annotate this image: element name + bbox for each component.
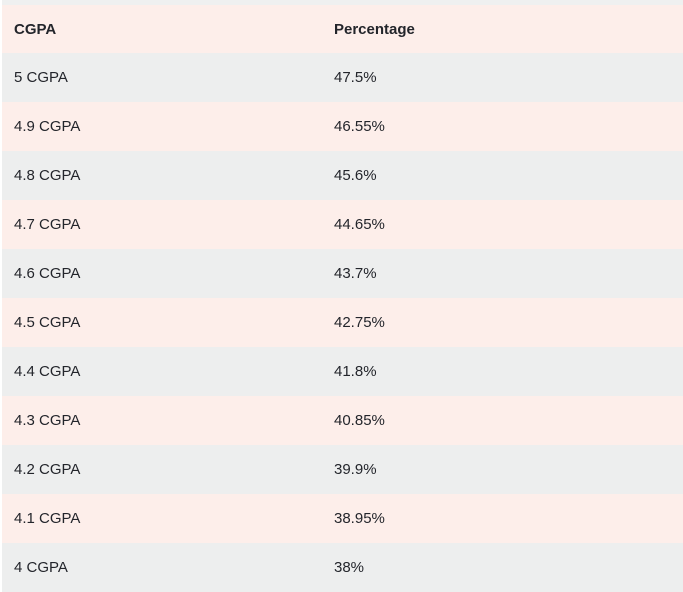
table-row: 4.9 CGPA 46.55% bbox=[2, 102, 683, 151]
percentage-cell: 42.75% bbox=[322, 298, 683, 347]
table-row: 5 CGPA 47.5% bbox=[2, 53, 683, 102]
percentage-cell: 38% bbox=[322, 543, 683, 592]
cgpa-table-container: CGPA Percentage 5 CGPA 47.5% 4.9 CGPA 46.55… bbox=[2, 5, 683, 592]
cgpa-cell: 4.3 CGPA bbox=[2, 396, 322, 445]
table-row: 4.1 CGPA 38.95% bbox=[2, 494, 683, 543]
cgpa-percentage-table: CGPA Percentage 5 CGPA 47.5% 4.9 CGPA 46.55… bbox=[2, 5, 683, 592]
table-row: 4 CGPA 38% bbox=[2, 543, 683, 592]
cgpa-cell: 4.4 CGPA bbox=[2, 347, 322, 396]
percentage-cell: 39.9% bbox=[322, 445, 683, 494]
table-row: 4.2 CGPA 39.9% bbox=[2, 445, 683, 494]
table-row: 4.6 CGPA 43.7% bbox=[2, 249, 683, 298]
cgpa-cell: 5 CGPA bbox=[2, 53, 322, 102]
cgpa-cell: 4.7 CGPA bbox=[2, 200, 322, 249]
table-row: 4.3 CGPA 40.85% bbox=[2, 396, 683, 445]
percentage-cell: 46.55% bbox=[322, 102, 683, 151]
table-header: CGPA Percentage bbox=[2, 5, 683, 53]
percentage-cell: 43.7% bbox=[322, 249, 683, 298]
table-row: 4.8 CGPA 45.6% bbox=[2, 151, 683, 200]
cgpa-cell: 4.5 CGPA bbox=[2, 298, 322, 347]
cgpa-cell: 4 CGPA bbox=[2, 543, 322, 592]
cgpa-cell: 4.6 CGPA bbox=[2, 249, 322, 298]
page-top-strip bbox=[2, 0, 683, 5]
table-body: 5 CGPA 47.5% 4.9 CGPA 46.55% 4.8 CGPA 45.6% 4.… bbox=[2, 53, 683, 592]
table-row: 4.5 CGPA 42.75% bbox=[2, 298, 683, 347]
cgpa-cell: 4.9 CGPA bbox=[2, 102, 322, 151]
cgpa-cell: 4.1 CGPA bbox=[2, 494, 322, 543]
table-row: 4.4 CGPA 41.8% bbox=[2, 347, 683, 396]
cgpa-cell: 4.2 CGPA bbox=[2, 445, 322, 494]
percentage-cell: 47.5% bbox=[322, 53, 683, 102]
column-header-cgpa: CGPA bbox=[2, 5, 322, 53]
percentage-cell: 45.6% bbox=[322, 151, 683, 200]
percentage-cell: 44.65% bbox=[322, 200, 683, 249]
cgpa-cell: 4.8 CGPA bbox=[2, 151, 322, 200]
percentage-cell: 38.95% bbox=[322, 494, 683, 543]
header-row: CGPA Percentage bbox=[2, 5, 683, 53]
table-row: 4.7 CGPA 44.65% bbox=[2, 200, 683, 249]
percentage-cell: 41.8% bbox=[322, 347, 683, 396]
column-header-percentage: Percentage bbox=[322, 5, 683, 53]
percentage-cell: 40.85% bbox=[322, 396, 683, 445]
